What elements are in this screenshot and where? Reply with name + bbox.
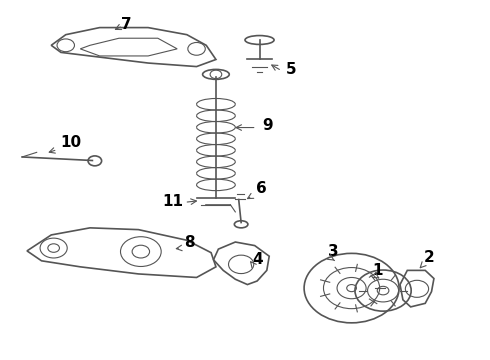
Text: 9: 9	[262, 118, 272, 133]
Text: 10: 10	[60, 135, 81, 150]
Text: 1: 1	[372, 263, 383, 278]
Text: 4: 4	[252, 252, 263, 267]
Text: 3: 3	[328, 244, 339, 259]
Text: 8: 8	[184, 235, 195, 250]
Text: 11: 11	[163, 194, 184, 208]
Text: 2: 2	[424, 250, 435, 265]
Text: 5: 5	[286, 62, 297, 77]
Text: 7: 7	[121, 17, 132, 32]
Text: 6: 6	[256, 181, 267, 197]
